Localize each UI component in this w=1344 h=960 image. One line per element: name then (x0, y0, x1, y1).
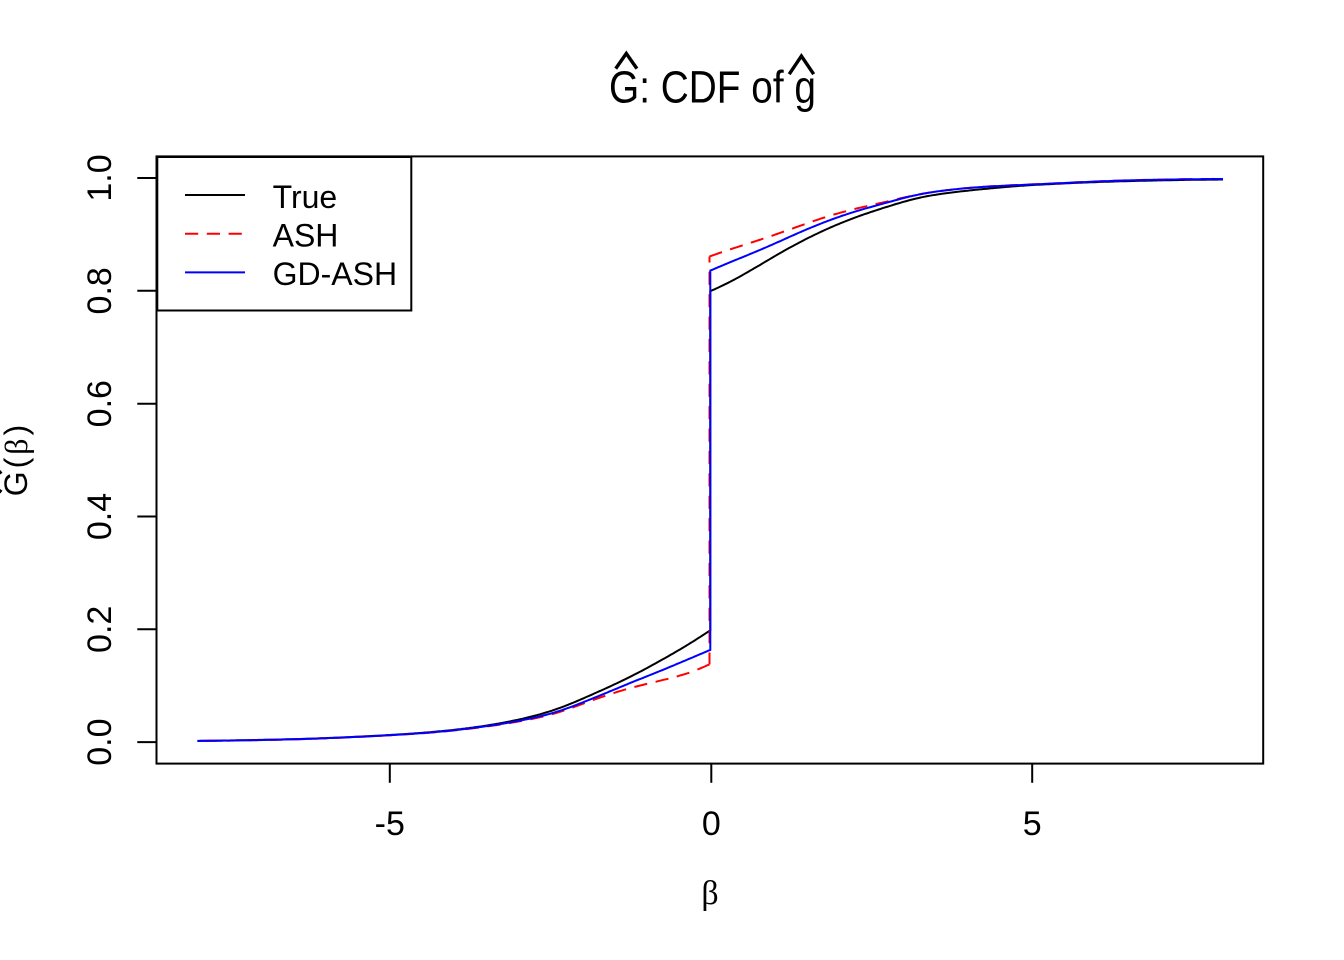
svg-text:-5: -5 (375, 805, 405, 843)
svg-text:1.0: 1.0 (81, 154, 119, 201)
svg-text:0: 0 (702, 805, 721, 843)
svg-text:ASH: ASH (273, 218, 339, 254)
svg-text:0.2: 0.2 (81, 606, 119, 653)
svg-text:0.0: 0.0 (81, 718, 119, 765)
svg-text:0.6: 0.6 (81, 380, 119, 427)
svg-text:G: CDF of g: G: CDF of g (609, 62, 816, 112)
svg-text:0.4: 0.4 (81, 493, 119, 540)
svg-text:True: True (273, 179, 338, 215)
svg-text:0.8: 0.8 (81, 267, 119, 314)
svg-text:GD-ASH: GD-ASH (273, 256, 397, 292)
svg-text:β: β (701, 875, 718, 912)
svg-text:G(β): G(β) (0, 422, 34, 496)
svg-text:5: 5 (1023, 805, 1042, 843)
